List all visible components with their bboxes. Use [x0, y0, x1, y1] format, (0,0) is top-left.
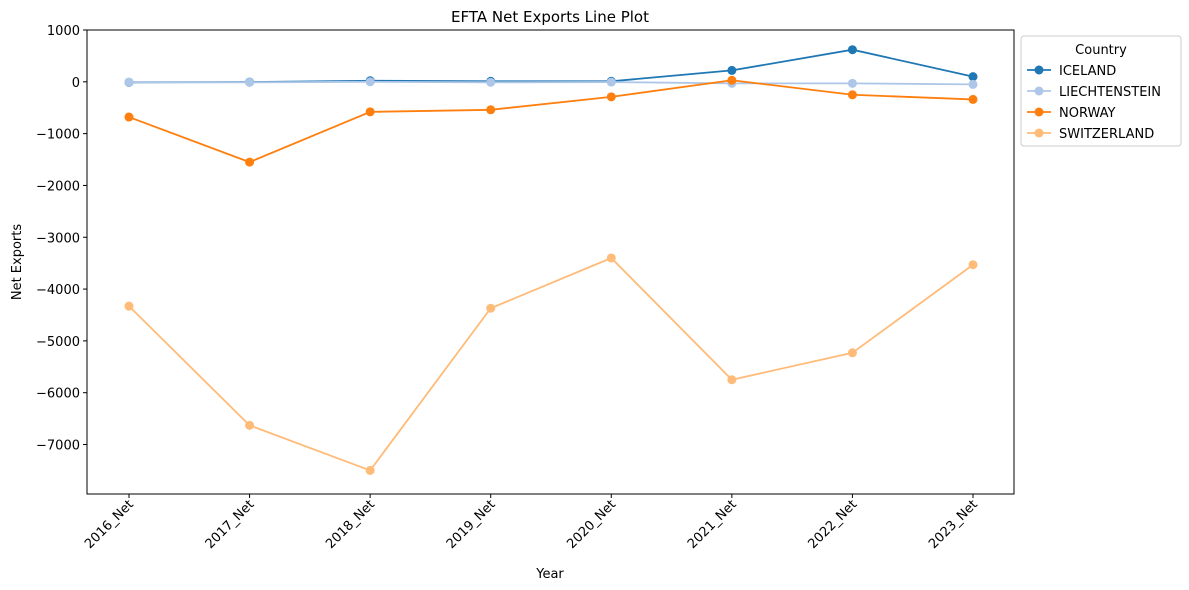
data-point-norway — [486, 105, 496, 115]
data-point-liechtenstein — [124, 77, 134, 87]
chart-title: EFTA Net Exports Line Plot — [451, 8, 649, 26]
data-point-norway — [727, 75, 737, 85]
x-tick-label: 2018_Net — [323, 497, 378, 552]
data-point-iceland — [847, 45, 857, 55]
y-tick-label: −2000 — [36, 179, 80, 194]
legend-label-norway: NORWAY — [1059, 106, 1115, 121]
data-point-iceland — [727, 65, 737, 75]
data-point-liechtenstein — [968, 79, 978, 89]
series-line-liechtenstein — [128, 80, 974, 86]
legend-box — [1020, 35, 1182, 147]
legend-marker-liechtenstein — [1034, 86, 1044, 96]
legend-marker-switzerland — [1034, 128, 1044, 138]
x-tick-label: 2020_Net — [564, 497, 619, 552]
data-point-switzerland — [847, 348, 857, 358]
y-tick-label: 1000 — [47, 24, 80, 39]
series-line-switzerland — [128, 256, 974, 472]
legend-label-switzerland: SWITZERLAND — [1059, 127, 1154, 142]
data-point-norway — [847, 90, 857, 100]
series-line-iceland — [128, 48, 974, 84]
data-point-switzerland — [245, 420, 255, 430]
x-tick-label: 2016_Net — [82, 497, 137, 552]
y-tick-label: −1000 — [36, 128, 80, 143]
data-point-norway — [365, 107, 375, 117]
data-point-switzerland — [606, 253, 616, 263]
x-tick-label: 2019_Net — [444, 497, 499, 552]
data-point-liechtenstein — [847, 78, 857, 88]
series-line-norway — [128, 79, 974, 164]
data-point-switzerland — [968, 260, 978, 270]
data-point-switzerland — [727, 375, 737, 385]
data-point-norway — [124, 112, 134, 122]
data-point-liechtenstein — [245, 77, 255, 87]
data-point-liechtenstein — [486, 77, 496, 87]
x-axis-label: Year — [535, 567, 564, 582]
y-tick-label: 0 — [72, 76, 80, 91]
y-tick-label: −3000 — [36, 231, 80, 246]
data-point-norway — [968, 94, 978, 104]
x-tick-label: 2022_Net — [806, 497, 861, 552]
y-tick-label: −4000 — [36, 283, 80, 298]
data-point-iceland — [968, 72, 978, 82]
legend-label-liechtenstein: LIECHTENSTEIN — [1059, 85, 1161, 100]
x-tick-label: 2023_Net — [926, 497, 981, 552]
y-tick-label: −5000 — [36, 335, 80, 350]
legend-label-iceland: ICELAND — [1059, 64, 1116, 79]
y-axis-label: Net Exports — [10, 224, 25, 301]
data-point-switzerland — [124, 301, 134, 311]
x-tick-label: 2017_Net — [203, 497, 258, 552]
data-point-liechtenstein — [365, 77, 375, 87]
plot-frame — [86, 29, 1015, 495]
y-tick-label: −6000 — [36, 387, 80, 402]
data-point-switzerland — [486, 303, 496, 313]
x-tick-label: 2021_Net — [685, 497, 740, 552]
legend-title: Country — [1075, 43, 1127, 58]
data-point-switzerland — [365, 465, 375, 475]
data-point-norway — [245, 157, 255, 167]
data-point-norway — [606, 92, 616, 102]
legend-marker-iceland — [1034, 65, 1044, 75]
y-tick-label: −7000 — [36, 439, 80, 454]
legend: Country ICELAND LIECHTENSTEIN NORWAY SWITZE… — [1020, 35, 1182, 147]
data-point-liechtenstein — [606, 77, 616, 87]
legend-marker-norway — [1034, 107, 1044, 117]
plot-area: 1000 0 −1000 −2000 −3000 −4000 −5000 −6000 −7000… — [36, 24, 981, 552]
